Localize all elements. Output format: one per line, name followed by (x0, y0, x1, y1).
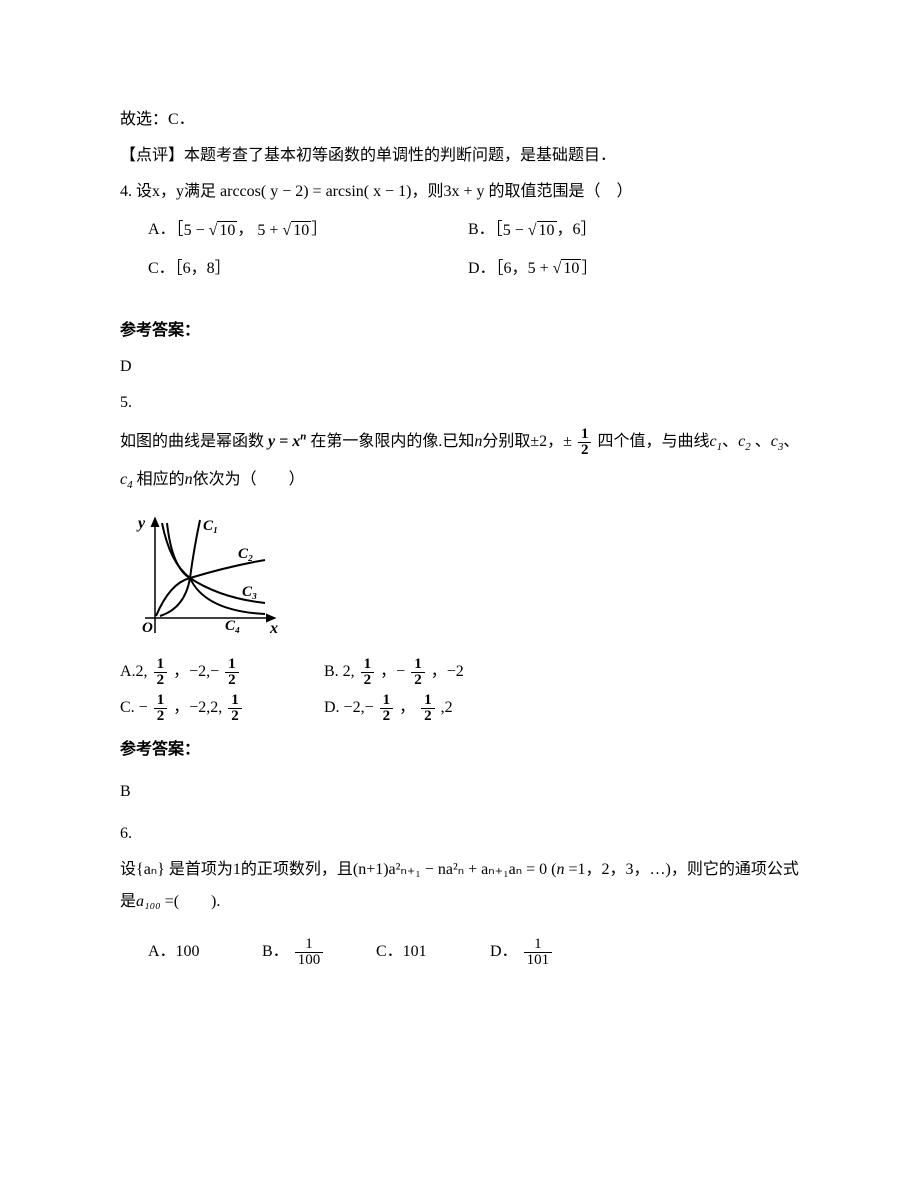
q6-num: 6. (120, 818, 800, 850)
q4-option-b[interactable]: B．［5 − 10，6］ (468, 214, 597, 246)
q5-option-d[interactable]: D. −2,− 12 ， 12 ,2 (324, 692, 453, 724)
q4-answer: D (120, 351, 800, 383)
q5-num: 5. (120, 387, 800, 419)
q6-options: A．100 B． 1100 C．101 D． 1101 (120, 936, 800, 968)
q4-options-row2: C．［6，8］ D．［6，5 + 10］ (120, 253, 800, 285)
q5-option-b[interactable]: B. 2, 12 ，− 12 ，−2 (324, 656, 464, 688)
q5-stem: 如图的曲线是幂函数 y = xn 在第一象限内的像.已知n分别取±2，± 12 … (120, 423, 800, 500)
q6-option-a[interactable]: A．100 (148, 936, 258, 968)
half-fraction: 12 (578, 427, 592, 458)
q4-equation: arccos( y − 2) = arcsin( x − 1) (220, 176, 411, 208)
svg-text:C₂: C₂ (238, 546, 253, 562)
q5-options-row1: A.2, 12 ，−2,− 12 B. 2, 12 ，− 12 ，−2 (120, 656, 800, 688)
q5-figure: y x O C₁ C₂ C₃ C₄ (120, 508, 800, 648)
q5-option-c[interactable]: C. − 12 ，−2,2, 12 (120, 692, 320, 724)
svg-text:y: y (136, 515, 146, 532)
q4-expr: 3x + y (443, 176, 484, 208)
q5-options-row2: C. − 12 ，−2,2, 12 D. −2,− 12 ， 12 ,2 (120, 692, 800, 724)
answer-label-2: 参考答案： (120, 734, 800, 766)
q4-options-row1: A．［5 − 10， 5 + 10］ B．［5 − 10，6］ (120, 214, 800, 246)
q5-option-a[interactable]: A.2, 12 ，−2,− 12 (120, 656, 320, 688)
q5-function: y = xn (268, 433, 306, 450)
svg-text:O: O (142, 620, 153, 636)
svg-text:C₃: C₃ (242, 584, 257, 600)
svg-text:C₄: C₄ (225, 618, 240, 634)
q5-answer: B (120, 776, 800, 808)
q6-option-c[interactable]: C．101 (376, 936, 486, 968)
prev-comment: 【点评】本题考查了基本初等函数的单调性的判断问题，是基础题目． (120, 140, 800, 172)
prev-conclusion: 故选：C． (120, 104, 800, 136)
svg-text:C₁: C₁ (203, 518, 218, 534)
q6-equation: (n+1)a²ₙ₊₁ − na²ₙ + aₙ₊₁aₙ = 0 (353, 854, 547, 886)
q4-option-c[interactable]: C．［6，8］ (148, 253, 468, 285)
q6-stem: 设{aₙ} 是首项为1的正项数列，且(n+1)a²ₙ₊₁ − na²ₙ + aₙ… (120, 854, 800, 919)
q6-option-d[interactable]: D． 1101 (490, 936, 554, 968)
q6-option-b[interactable]: B． 1100 (262, 936, 372, 968)
svg-text:x: x (269, 620, 278, 637)
answer-label: 参考答案： (120, 315, 800, 347)
q4-option-d[interactable]: D．［6，5 + 10］ (468, 253, 597, 285)
q4-stem: 4. 设x，y满足 arccos( y − 2) = arcsin( x − 1… (120, 176, 800, 208)
q4-option-a[interactable]: A．［5 − 10， 5 + 10］ (148, 214, 468, 246)
